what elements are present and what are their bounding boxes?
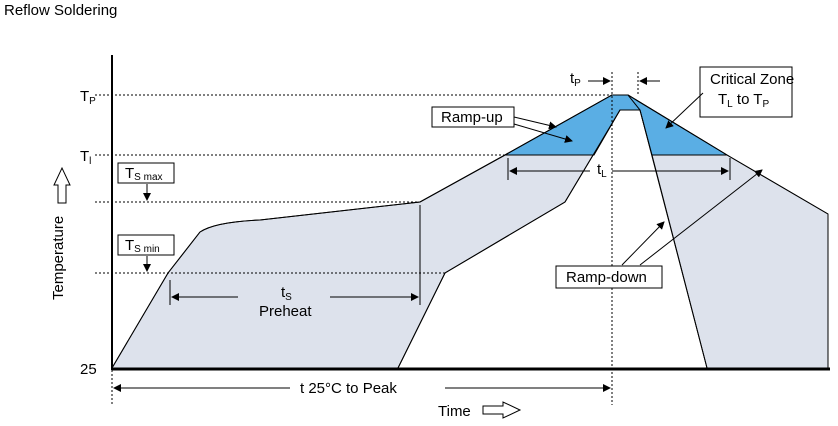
- ts-min-label: TS min: [125, 237, 160, 255]
- preheat-label: Preheat: [259, 303, 312, 320]
- critical-zone-line1: Critical Zone: [710, 71, 794, 88]
- ts-max-label: TS max: [125, 165, 163, 183]
- profile-envelope: [111, 94, 829, 369]
- tp-label: TP: [80, 88, 96, 107]
- critical-zone-line2: TL to TP: [718, 91, 769, 110]
- ramp-down-label: Ramp-down: [566, 269, 647, 286]
- tl-label: Tl: [80, 148, 91, 167]
- ts-label: tS: [281, 284, 292, 303]
- temperature-arrow-icon: [53, 166, 71, 204]
- time-arrow-icon: [482, 401, 522, 419]
- tp-width-label: tP: [570, 70, 581, 89]
- t25-to-peak-label: t 25°C to Peak: [300, 380, 397, 397]
- t25-label: 25: [80, 361, 97, 378]
- time-axis-label: Time: [438, 403, 471, 420]
- page-title: Reflow Soldering: [4, 2, 118, 19]
- critical-zone-left: [503, 94, 642, 156]
- ramp-down-box: [555, 265, 663, 289]
- ts-max-box: [117, 162, 175, 184]
- tl-width-label: tL: [597, 161, 607, 180]
- ramp-up-label: Ramp-up: [441, 109, 503, 126]
- temperature-axis-label: Temperature: [50, 216, 67, 300]
- critical-zone-box: [699, 66, 793, 118]
- ts-min-box: [117, 234, 175, 256]
